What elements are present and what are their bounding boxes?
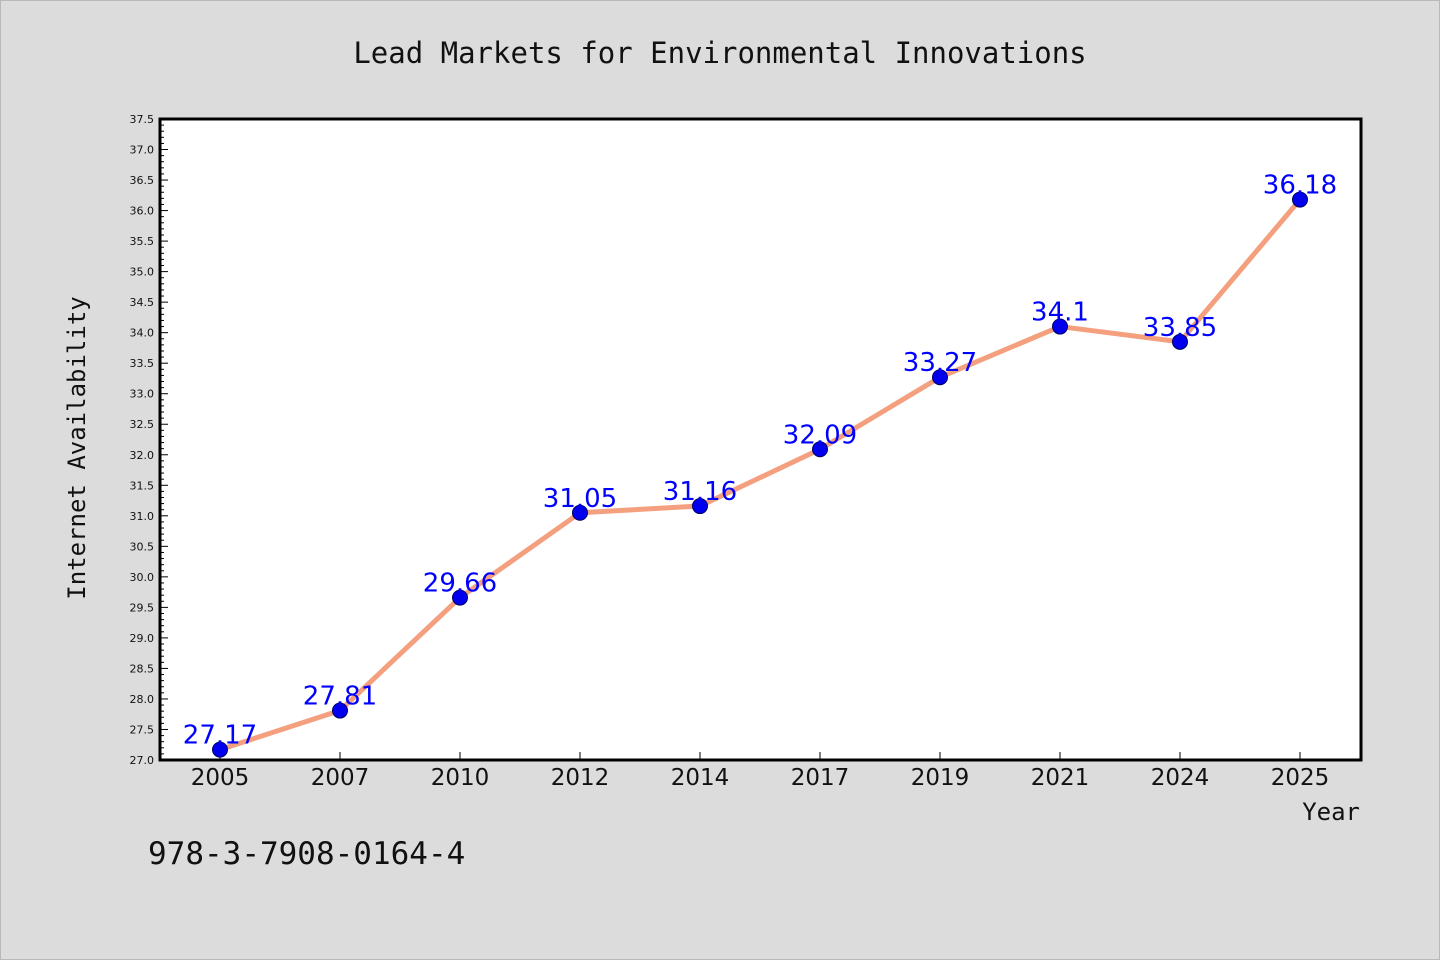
y-tick-label: 27.0 (130, 754, 155, 767)
y-tick-label: 32.5 (130, 418, 155, 431)
data-label: 33.85 (1143, 313, 1217, 343)
data-label: 34.1 (1031, 298, 1089, 328)
data-point-marker (692, 498, 708, 515)
y-tick-label: 34.0 (130, 327, 155, 340)
data-point-marker (812, 441, 828, 458)
x-tick-label: 2012 (551, 765, 610, 791)
x-tick-label: 2010 (431, 765, 490, 791)
y-tick-label: 32.0 (130, 449, 155, 462)
data-label: 31.05 (543, 484, 617, 514)
data-label: 36.18 (1263, 171, 1337, 201)
x-tick-label: 2005 (191, 765, 250, 791)
x-tick-label: 2021 (1031, 765, 1090, 791)
y-tick-label: 33.0 (130, 388, 155, 401)
y-tick-label: 37.5 (130, 113, 155, 126)
y-tick-label: 35.5 (130, 235, 155, 248)
y-tick-label: 35.0 (130, 266, 155, 279)
isbn-footnote: 978-3-7908-0164-4 (148, 836, 465, 872)
plot-area (158, 117, 1363, 762)
data-label: 31.16 (663, 477, 737, 507)
y-tick-label: 28.0 (130, 693, 155, 706)
y-tick-label: 31.5 (130, 479, 155, 492)
chart-title: Lead Markets for Environmental Innovatio… (353, 36, 1086, 70)
x-tick-label: 2007 (311, 765, 370, 791)
y-tick-label: 36.5 (130, 174, 155, 187)
data-point-marker (1172, 333, 1188, 350)
data-point-marker (212, 741, 228, 758)
x-axis: 2005 2007 2010 2012 2014 2017 2019 2021 2024 2025 (191, 752, 1330, 791)
series-line (217, 197, 1303, 753)
data-label: 29.66 (423, 569, 497, 599)
y-tick-label: 30.5 (130, 540, 155, 553)
data-point-marker (932, 369, 948, 386)
data-label: 32.09 (783, 420, 857, 450)
y-tick-label: 30.0 (130, 571, 155, 584)
y-tick-label: 34.5 (130, 296, 155, 309)
series-layer (212, 191, 1308, 758)
y-tick-label: 37.0 (130, 144, 155, 157)
x-tick-label: 2025 (1271, 765, 1330, 791)
y-tick-label: 27.5 (130, 723, 155, 736)
data-label-layer: 27.17 27.81 29.66 31.05 31.16 32.09 33.27 34.1 3… (183, 171, 1337, 751)
data-point-marker (332, 702, 348, 719)
y-axis-title: Internet Availability (63, 296, 91, 599)
y-tick-label: 29.5 (130, 601, 155, 614)
x-tick-label: 2014 (671, 765, 730, 791)
y-tick-label: 31.0 (130, 510, 155, 523)
y-tick-label: 36.0 (130, 205, 155, 218)
x-tick-label: 2019 (911, 765, 970, 791)
y-tick-label: 33.5 (130, 357, 155, 370)
data-point-marker (1052, 318, 1068, 335)
data-label: 27.17 (183, 721, 257, 751)
data-label: 27.81 (303, 682, 377, 712)
data-point-marker (572, 504, 588, 521)
data-point-marker (452, 589, 468, 606)
y-axis: 27.0 27.5 28.0 28.5 29.0 29.5 30.0 30.5 31.0 31.5… (130, 113, 168, 767)
x-tick-label: 2024 (1151, 765, 1210, 791)
x-tick-label: 2017 (791, 765, 850, 791)
y-tick-label: 29.0 (130, 632, 155, 645)
x-axis-title: Year (1302, 798, 1360, 826)
y-tick-label: 28.5 (130, 662, 155, 675)
data-point-marker (1292, 191, 1308, 208)
data-label: 33.27 (903, 348, 977, 378)
